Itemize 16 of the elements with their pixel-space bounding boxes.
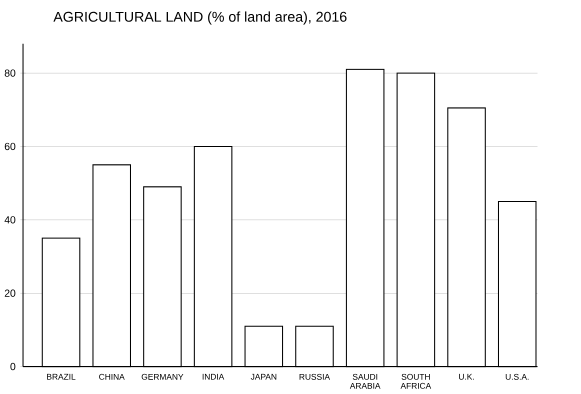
y-tick-label: 0 [10, 363, 16, 370]
x-tick-label: INDIA [202, 374, 224, 380]
y-tick-label: 40 [4, 216, 16, 224]
x-tick-label: CHINA [99, 374, 125, 380]
x-tick-label: U.S.A. [506, 374, 529, 380]
x-tick-label: BRAZIL [47, 374, 76, 380]
x-tick-label: JAPAN [250, 374, 276, 380]
x-tick-label: RUSSIA [300, 374, 330, 380]
x-tick-label: U.K. [459, 374, 474, 380]
x-tick-label: SOUTH AFRICA [400, 374, 432, 389]
y-tick-label: 80 [4, 70, 16, 77]
x-tick-label: SAUDI ARABIA [350, 374, 380, 389]
chart-title: AGRICULTURAL LAND (% of land area), 2016 [53, 12, 347, 25]
y-tick-label: 20 [4, 290, 16, 298]
x-tick-label: GERMANY [142, 374, 184, 380]
y-tick-label: 60 [4, 143, 16, 150]
